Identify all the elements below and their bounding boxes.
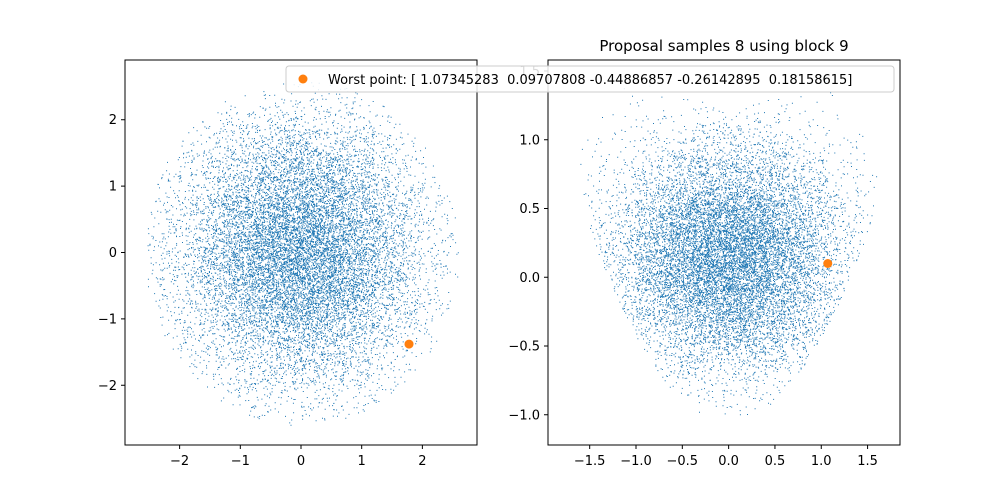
left-y-axis-ticks: −2 −1 0 1 2 xyxy=(98,113,125,394)
worst-point xyxy=(404,339,414,349)
y-tick-label: 0.0 xyxy=(519,271,540,286)
x-tick-label: 0.5 xyxy=(765,454,786,469)
x-tick-label: −1 xyxy=(231,454,250,469)
left-panel: −2 −1 0 1 2 −2 −1 0 1 2 xyxy=(98,59,478,469)
legend-marker-icon xyxy=(298,74,308,84)
right-sample-cloud xyxy=(580,81,878,416)
right-x-axis-ticks: −1.5 −1.0 −0.5 0.0 0.5 1.0 1.5 xyxy=(574,445,878,469)
x-tick-label: −1.0 xyxy=(620,454,652,469)
y-tick-label: 0 xyxy=(109,246,117,261)
y-tick-label: 2 xyxy=(109,113,117,128)
left-sample-cloud xyxy=(147,81,459,426)
worst-point xyxy=(823,259,833,268)
sample-points xyxy=(580,81,878,416)
legend: Worst point: [ 1.07345283 0.09707808 -0.… xyxy=(285,65,895,93)
right-axes-frame xyxy=(547,59,901,446)
x-tick-label: −2 xyxy=(170,454,189,469)
x-tick-label: 1.5 xyxy=(857,454,878,469)
x-tick-label: 2 xyxy=(418,454,426,469)
legend-box xyxy=(285,65,895,93)
y-tick-label: −2 xyxy=(98,379,117,394)
x-tick-label: 0.0 xyxy=(718,454,739,469)
y-tick-label: 1 xyxy=(109,180,117,195)
y-tick-label: 0.5 xyxy=(519,202,540,217)
right-panel-title: Proposal samples 8 using block 9 xyxy=(599,37,848,55)
x-tick-label: 0 xyxy=(297,454,305,469)
right-worst-point-marker xyxy=(823,259,833,268)
legend-label: Worst point: [ 1.07345283 0.09707808 -0.… xyxy=(328,73,852,88)
right-panel: −1.5 −1.0 −0.5 0.0 0.5 1.0 1.5 −1.0 −0.5 0.0 0.5 1… xyxy=(508,37,901,469)
y-tick-label: −1 xyxy=(98,312,117,327)
y-tick-label: 1.0 xyxy=(519,133,540,148)
y-tick-label: −0.5 xyxy=(508,340,540,355)
x-tick-label: 1.0 xyxy=(811,454,832,469)
x-tick-label: −1.5 xyxy=(574,454,606,469)
x-tick-label: 1 xyxy=(358,454,366,469)
left-worst-point-marker xyxy=(404,339,414,349)
x-tick-label: −0.5 xyxy=(667,454,699,469)
sample-points xyxy=(147,81,459,426)
y-tick-label: −1.0 xyxy=(508,408,540,423)
left-x-axis-ticks: −2 −1 0 1 2 xyxy=(170,445,427,469)
